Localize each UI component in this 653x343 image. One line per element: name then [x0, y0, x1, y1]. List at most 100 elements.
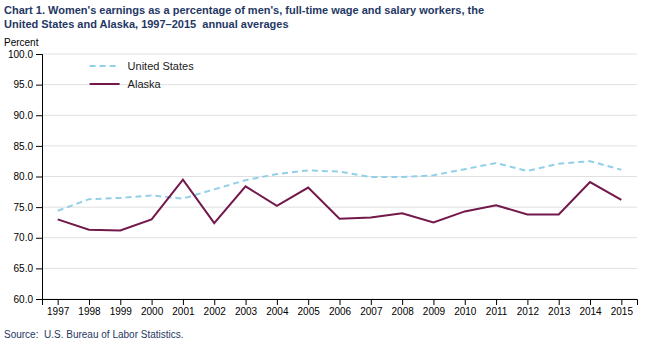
tick-label: 2006	[329, 306, 352, 317]
tick-label: 2007	[360, 306, 383, 317]
tick-label: 2003	[235, 306, 258, 317]
grid-line	[42, 237, 637, 238]
tick-label: 2004	[266, 306, 289, 317]
tick-label: 65.0	[14, 263, 34, 274]
tick-mark	[36, 115, 42, 116]
x-axis: 1997 1998 1999 2000 2001 2002 2003 2004 2005 2006…	[43, 299, 638, 317]
tick-label: 1997	[47, 306, 70, 317]
tick-label: 75.0	[14, 202, 34, 213]
tick-mark	[465, 299, 466, 305]
grid-line	[42, 176, 637, 177]
tick-label: 2013	[548, 306, 571, 317]
tick-mark	[496, 299, 497, 305]
legend-label: Alaska	[128, 78, 162, 90]
tick-mark	[36, 146, 42, 147]
series-group	[58, 161, 622, 230]
tick: 2006	[329, 299, 352, 317]
tick: 2001	[172, 299, 195, 317]
title: United States and Alaska, 1997–2015 annu…	[4, 18, 289, 30]
tick-label: 60.0	[14, 294, 34, 305]
grid-line	[42, 268, 637, 269]
tick-mark	[36, 54, 42, 55]
tick: 2005	[298, 299, 321, 317]
annotation: Source: U.S. Bureau of Labor Statistics.	[4, 329, 184, 340]
tick-mark	[36, 238, 42, 239]
tick: 2002	[204, 299, 227, 317]
axis-line	[36, 55, 43, 300]
tick-mark	[214, 299, 215, 305]
tick: 100.0	[8, 49, 42, 60]
tick: 85.0	[14, 141, 42, 152]
y-axis: 60.0 65.0 70.0 75.0 80.0 85.0 90.0 95.0 100.0	[8, 49, 43, 305]
tick-label: 2009	[423, 306, 446, 317]
legend-item: United States	[90, 60, 195, 72]
tick: 2008	[392, 299, 415, 317]
tick: 95.0	[14, 79, 42, 90]
tick: 65.0	[14, 263, 42, 274]
tick: 90.0	[14, 110, 42, 121]
tick-label: 80.0	[14, 171, 34, 182]
tick-label: 2010	[454, 306, 477, 317]
tick-label: 2001	[172, 306, 195, 317]
tick: 2007	[360, 299, 383, 317]
tick-mark	[433, 299, 434, 305]
tick-label: 70.0	[14, 232, 34, 243]
tick-mark	[246, 299, 247, 305]
tick-label: 2008	[392, 306, 415, 317]
tick-label: 1998	[78, 306, 101, 317]
tick-label: 1999	[110, 306, 133, 317]
tick-mark	[527, 299, 528, 305]
line	[58, 161, 622, 211]
tick-mark	[621, 299, 622, 305]
tick-mark	[371, 299, 372, 305]
legend-swatch	[90, 65, 120, 67]
tick: 2013	[548, 299, 571, 317]
tick-label: 2002	[204, 306, 227, 317]
grid-line	[42, 145, 637, 146]
tick: 2015	[611, 299, 634, 317]
tick-label: 2005	[298, 306, 321, 317]
plot: 60.0 65.0 70.0 75.0 80.0 85.0 90.0 95.0 100.0 199…	[8, 49, 638, 317]
tick-mark	[308, 299, 309, 305]
tick: 75.0	[14, 202, 42, 213]
tick: 2012	[517, 299, 540, 317]
tick: 2000	[141, 299, 164, 317]
tick-mark	[559, 299, 560, 305]
tick-label: 95.0	[14, 79, 34, 90]
tick-mark	[590, 299, 591, 305]
tick-mark	[152, 299, 153, 305]
tick-mark	[36, 268, 42, 269]
tick: 70.0	[14, 232, 42, 243]
tick-label: 2012	[517, 306, 540, 317]
tick: 2014	[579, 299, 602, 317]
tick-mark	[36, 299, 42, 300]
tick: 2009	[423, 299, 446, 317]
tick-mark	[277, 299, 278, 305]
tick-mark	[340, 299, 341, 305]
tick: 2011	[486, 299, 508, 317]
title: Chart 1. Women's earnings as a percentag…	[4, 4, 484, 16]
tick-label: 85.0	[14, 141, 34, 152]
grid-line	[42, 54, 637, 55]
grid	[42, 54, 637, 299]
tick-label: 100.0	[8, 49, 33, 60]
tick-label: 2015	[611, 306, 634, 317]
tick: 2010	[454, 299, 477, 317]
tick: 1998	[78, 299, 101, 317]
tick: 1997	[47, 299, 70, 317]
legend: United States Alaska	[90, 60, 195, 90]
tick: 2004	[266, 299, 289, 317]
legend-item: Alaska	[90, 78, 162, 90]
legend-label: United States	[128, 60, 195, 72]
tick: 80.0	[14, 171, 42, 182]
tick: 2003	[235, 299, 258, 317]
tick-mark	[402, 299, 403, 305]
axis-line	[43, 300, 638, 306]
tick-label: 90.0	[14, 110, 34, 121]
line	[58, 180, 622, 231]
tick-label: 2011	[486, 306, 508, 317]
tick-mark	[120, 299, 121, 305]
tick-mark	[58, 299, 59, 305]
tick-label: 2014	[579, 306, 602, 317]
tick-mark	[36, 85, 42, 86]
